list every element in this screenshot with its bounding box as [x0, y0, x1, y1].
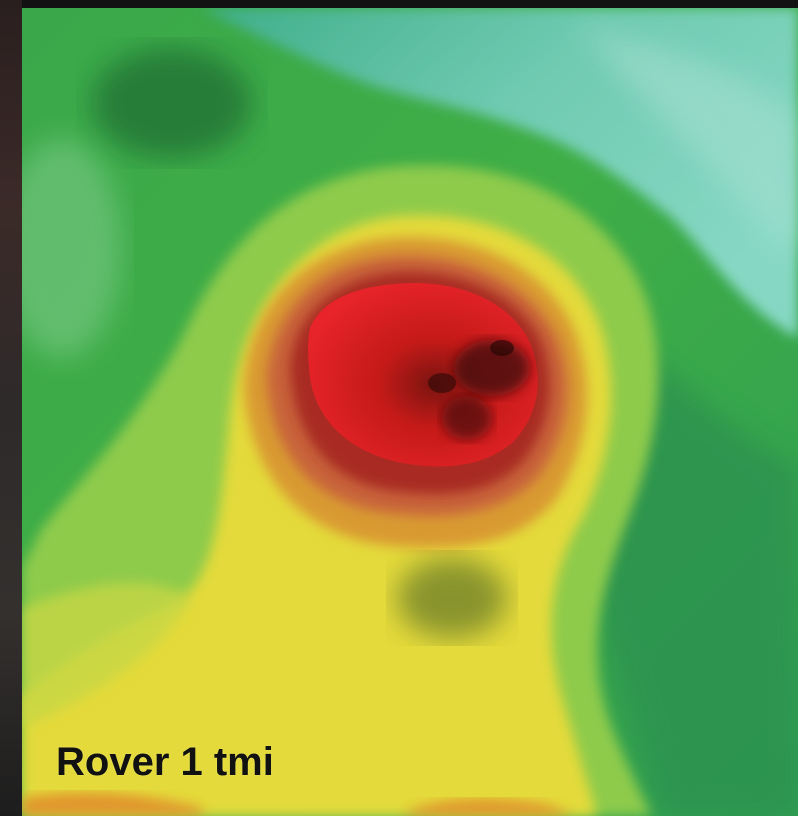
depression-topleft: [92, 48, 252, 158]
left-border: [0, 0, 22, 816]
bottom-anomaly-edge-left: [22, 792, 202, 816]
magnetic-anomaly-map: [22, 8, 798, 816]
low-zone-pale: [582, 28, 798, 258]
bottom-anomaly-edge-right: [402, 799, 572, 816]
light-patch-left: [22, 138, 122, 358]
trough-shadow: [397, 558, 507, 638]
contour-shoulder: [22, 582, 192, 728]
contour-map-svg: [22, 8, 798, 816]
peak-core-shadow-lower: [442, 396, 492, 440]
peak-texture-1: [428, 373, 456, 393]
peak-core-shadow: [454, 340, 530, 396]
top-border: [0, 0, 798, 8]
peak-texture-2: [490, 340, 514, 356]
map-caption: Rover 1 tmi: [56, 740, 274, 784]
